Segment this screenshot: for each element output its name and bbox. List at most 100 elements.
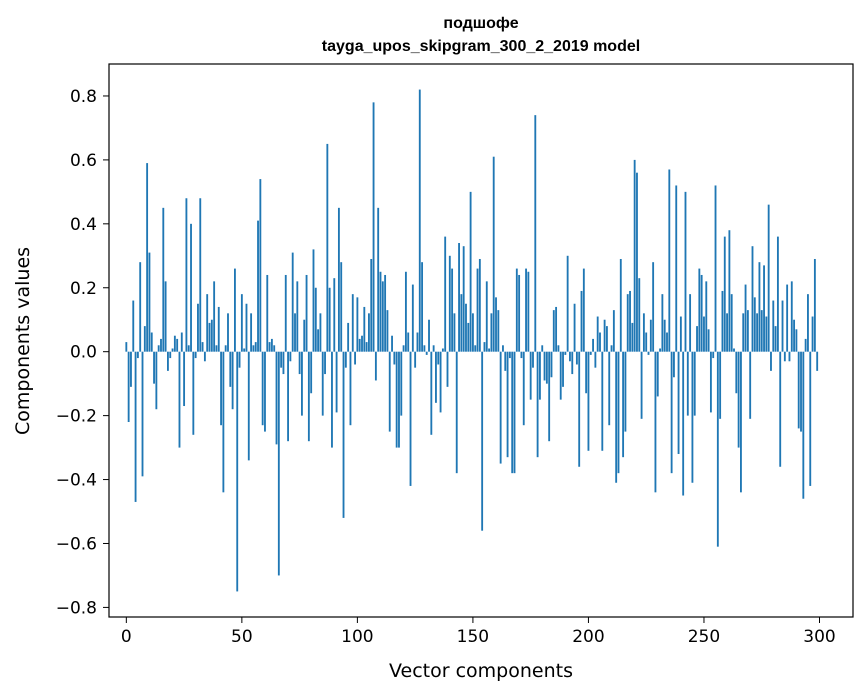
bar [132,300,135,352]
bar [453,313,456,352]
bar [668,169,671,352]
bar [525,268,527,352]
bar [594,351,597,368]
bar [421,262,424,352]
bar [342,351,345,518]
bar [171,348,174,352]
y-tick-label: −0.2 [56,407,97,427]
bar [767,204,770,352]
bar [809,351,812,486]
bar [418,89,421,352]
bar [557,345,560,352]
bar [153,351,155,384]
bar [763,265,765,352]
bar [615,351,618,483]
bar [624,351,627,432]
bar [693,351,696,416]
bar [277,351,280,576]
bar [744,284,747,352]
bar [404,271,407,352]
bar [550,351,553,378]
bar [488,348,491,352]
bar [504,351,507,371]
bar [513,351,516,474]
x-tick-label: 250 [688,627,720,647]
bar [199,198,202,352]
bar [155,351,158,410]
bar [190,223,192,352]
bar [793,319,796,352]
bar [310,351,313,394]
bar [324,351,326,375]
bar [756,313,759,352]
bar [603,319,606,352]
bar [430,351,433,435]
bar [215,345,218,352]
bar [134,351,137,502]
bar [395,351,398,448]
bar [490,313,493,352]
bar [578,351,581,467]
bar [282,351,285,375]
bar [238,351,241,368]
bar [273,345,276,352]
bar [716,351,719,547]
bar [428,319,430,352]
bar [130,351,132,387]
bar [319,313,322,352]
bar [548,351,551,442]
bar [337,207,340,352]
bar [264,351,266,432]
bar [506,351,509,458]
bar [804,338,807,352]
bar [679,316,682,352]
bar [331,351,333,448]
bar [800,351,802,432]
bar [478,258,481,352]
x-tick-label: 0 [121,627,132,647]
bar [534,115,537,352]
bar [384,274,387,352]
bar [772,300,775,352]
bar [407,332,410,352]
bar [203,351,206,362]
bar [703,316,705,352]
bar [409,351,412,486]
plot-frame [108,63,854,618]
bar [162,207,165,352]
bar [813,258,816,352]
y-tick-label: −0.4 [56,471,97,491]
bar [451,268,454,352]
bar [541,345,544,352]
bar [361,335,363,352]
bar [721,290,724,352]
bar [684,191,687,352]
bar [746,310,749,352]
bar [368,313,370,352]
bar [707,329,710,352]
bar [673,351,675,378]
bar [206,294,209,352]
bar [284,274,287,352]
bar [677,351,680,454]
bar [173,335,176,352]
bar [187,345,190,352]
bar [298,351,301,375]
bar [213,281,216,352]
bar [227,313,229,352]
bar [670,351,673,474]
bar [210,319,213,352]
bar [291,252,294,352]
bar [432,345,435,352]
bar [631,322,634,352]
bar [347,322,350,352]
bar [379,271,382,352]
bar [243,348,246,352]
y-tick-label: 0.6 [70,151,97,171]
bar [610,345,613,352]
bar [575,351,578,365]
bar [231,351,234,410]
bar [642,313,645,352]
bar [511,351,514,474]
